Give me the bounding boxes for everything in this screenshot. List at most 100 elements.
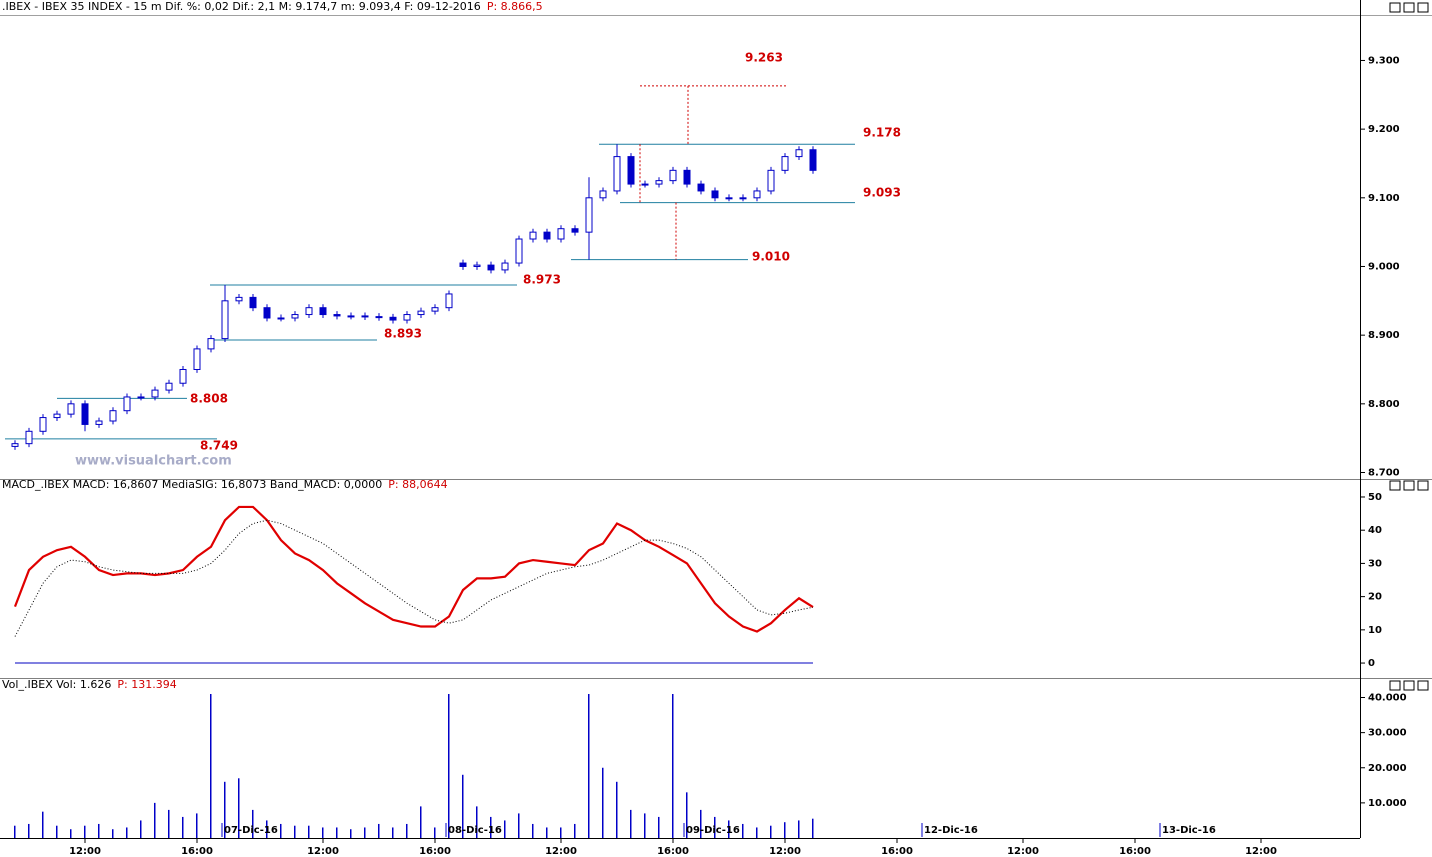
volume-bar bbox=[532, 823, 534, 838]
day-label: 13-Dic-16 bbox=[1162, 825, 1216, 836]
volume-bar bbox=[574, 823, 576, 838]
volume-bar bbox=[616, 781, 618, 838]
y-tick-label: 9.100 bbox=[1368, 193, 1400, 204]
candle-body bbox=[753, 190, 761, 199]
window-buttons[interactable] bbox=[1389, 2, 1429, 691]
maximize-button[interactable] bbox=[1403, 480, 1415, 491]
series-line bbox=[13, 505, 814, 633]
volume-bar bbox=[798, 820, 800, 838]
candle-body bbox=[249, 296, 257, 309]
y-tick-label: 0 bbox=[1368, 658, 1375, 669]
volume-bar bbox=[602, 767, 604, 838]
y-tick-label: 9.200 bbox=[1368, 124, 1400, 135]
volume-bar bbox=[518, 813, 520, 838]
y-tick-label: 40.000 bbox=[1368, 693, 1407, 704]
volume-bar bbox=[84, 825, 86, 838]
y-tick-label: 20 bbox=[1368, 592, 1382, 603]
candle-body bbox=[333, 314, 341, 317]
minimize-button[interactable] bbox=[1389, 680, 1401, 691]
candle-body bbox=[571, 228, 579, 233]
candle-body bbox=[123, 396, 131, 412]
candle-body bbox=[809, 149, 817, 171]
y-tick-label: 8.800 bbox=[1368, 399, 1400, 410]
candle-body bbox=[347, 315, 355, 318]
candle-body bbox=[697, 183, 705, 192]
volume-bar bbox=[686, 792, 688, 838]
candle-body bbox=[207, 338, 215, 350]
candle-body bbox=[151, 389, 159, 398]
candle-body bbox=[669, 169, 677, 182]
volume-bar bbox=[42, 811, 44, 838]
level-label: 9.010 bbox=[752, 250, 790, 264]
level-label: 9.178 bbox=[863, 126, 901, 140]
candle-body bbox=[557, 228, 565, 240]
candle-body bbox=[221, 300, 229, 340]
candle-body bbox=[193, 348, 201, 370]
y-tick-label: 50 bbox=[1368, 492, 1382, 503]
volume-bar bbox=[14, 825, 16, 838]
volume-bar bbox=[224, 781, 226, 838]
close-button[interactable] bbox=[1417, 680, 1429, 691]
volume-bar bbox=[770, 825, 772, 838]
y-tick-label: 8.700 bbox=[1368, 468, 1400, 479]
candle-body bbox=[613, 156, 621, 192]
candle-body bbox=[277, 317, 285, 320]
y-tick-label: 9.300 bbox=[1368, 55, 1400, 66]
volume-bar bbox=[756, 827, 758, 838]
volume-bar bbox=[322, 827, 324, 838]
level-label: 8.808 bbox=[190, 392, 228, 406]
maximize-button[interactable] bbox=[1403, 680, 1415, 691]
candle-body bbox=[417, 310, 425, 316]
macd-title: MACD_.IBEX MACD: 16,8607 MediaSIG: 16,80… bbox=[2, 478, 382, 491]
volume-bar bbox=[406, 823, 408, 838]
candle-body bbox=[445, 293, 453, 309]
x-tick-label: 12:00 bbox=[1245, 846, 1277, 857]
candle-body bbox=[109, 410, 117, 422]
volume-bar bbox=[280, 823, 282, 838]
vol-last: P: 131.394 bbox=[117, 678, 176, 691]
x-tick-label: 12:00 bbox=[1007, 846, 1039, 857]
candle-body bbox=[585, 197, 593, 233]
day-label: 08-Dic-16 bbox=[448, 825, 502, 836]
level-label: 9.093 bbox=[863, 186, 901, 200]
x-tick-label: 12:00 bbox=[69, 846, 101, 857]
candle-body bbox=[487, 264, 495, 271]
candle-body bbox=[39, 417, 47, 432]
volume-bar bbox=[308, 825, 310, 838]
candle-body bbox=[305, 307, 313, 316]
close-button[interactable] bbox=[1417, 2, 1429, 13]
maximize-button[interactable] bbox=[1403, 2, 1415, 13]
candle-body bbox=[53, 413, 61, 419]
minimize-button[interactable] bbox=[1389, 480, 1401, 491]
watermark: www.visualchart.com bbox=[75, 454, 232, 469]
volume-bar bbox=[784, 822, 786, 838]
candle-body bbox=[641, 183, 649, 186]
candle-body bbox=[683, 169, 691, 185]
volume-bar bbox=[56, 825, 58, 838]
volume-bar bbox=[672, 694, 674, 838]
volume-bar bbox=[126, 827, 128, 838]
candle-body bbox=[655, 180, 663, 185]
close-button[interactable] bbox=[1417, 480, 1429, 491]
volume-bar bbox=[644, 813, 646, 838]
candle-body bbox=[711, 190, 719, 199]
price-last: P: 8.866,5 bbox=[487, 0, 543, 13]
volume-bar bbox=[196, 813, 198, 838]
candle-body bbox=[473, 264, 481, 267]
volume-bar bbox=[630, 809, 632, 838]
candle-body bbox=[361, 315, 369, 318]
candle-body bbox=[389, 316, 397, 321]
candle-body bbox=[165, 382, 173, 391]
level-label: 8.893 bbox=[384, 327, 422, 341]
volume-bar bbox=[364, 827, 366, 838]
vol-header: Vol_.IBEX Vol: 1.626 P: 131.394 bbox=[2, 678, 177, 691]
minimize-button[interactable] bbox=[1389, 2, 1401, 13]
volume-bar bbox=[350, 829, 352, 838]
level-label: 8.749 bbox=[200, 439, 238, 453]
volume-bar bbox=[420, 806, 422, 838]
y-tick-label: 10 bbox=[1368, 625, 1382, 636]
candle-body bbox=[725, 197, 733, 200]
volume-bar bbox=[742, 823, 744, 838]
